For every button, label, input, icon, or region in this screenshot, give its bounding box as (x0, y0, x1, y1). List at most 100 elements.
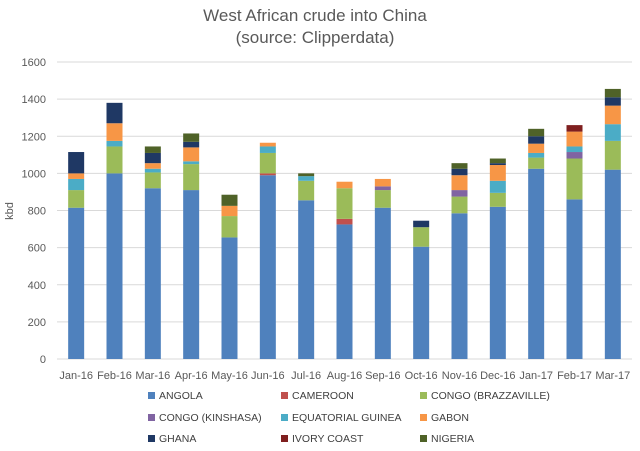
x-tick-label: Mar-17 (595, 370, 630, 382)
bar-segment-congo-brazzaville (336, 188, 353, 219)
bar-stack (336, 181, 353, 359)
bar-segment-cameroon (336, 218, 353, 225)
x-tick-label: Nov-16 (442, 370, 477, 382)
x-tick-label: Feb-17 (557, 370, 592, 382)
bar-segment-angola (144, 188, 161, 359)
chart-title-line-1: West African crude into China (203, 6, 427, 25)
y-tick-label: 0 (40, 354, 46, 366)
legend-label: GHANA (159, 433, 196, 445)
bar-segment-congo-brazzaville (604, 140, 621, 170)
bar-segment-nigeria (144, 146, 161, 153)
bar-segment-congo-brazzaville (566, 158, 583, 200)
x-tick-label: Dec-16 (480, 370, 515, 382)
legend-swatch (281, 435, 288, 442)
bar-segment-equatorial-guinea (144, 168, 161, 173)
bar-segment-nigeria (604, 88, 621, 98)
x-tick-label: Feb-16 (97, 370, 132, 382)
legend-swatch (148, 414, 155, 421)
bar-segment-congo-kinshasa (374, 186, 391, 191)
y-tick-label: 1400 (22, 94, 46, 106)
bar-segment-ghana (413, 220, 430, 228)
bar-segment-nigeria (183, 133, 200, 142)
x-tick-label: Jul-16 (291, 370, 321, 382)
bar-segment-equatorial-guinea (604, 124, 621, 141)
bar-segment-gabon (183, 147, 200, 162)
y-tick-label: 1000 (22, 168, 46, 180)
legend-swatch (148, 392, 155, 399)
bar-segment-nigeria (489, 158, 506, 164)
bar-stack (528, 128, 545, 359)
bar-stack (259, 142, 276, 359)
bar-segment-ghana (451, 168, 468, 176)
bar-segment-gabon (106, 123, 123, 141)
bar-segment-congo-brazzaville (374, 190, 391, 208)
bar-stack (413, 220, 430, 359)
bar-segment-equatorial-guinea (259, 146, 276, 153)
bar-stack (221, 194, 238, 359)
bar-segment-gabon (144, 163, 161, 169)
bars (68, 88, 621, 359)
y-tick-label: 400 (28, 280, 46, 292)
bar-segment-nigeria (298, 173, 315, 177)
bar-segment-nigeria (451, 163, 468, 169)
bar-segment-gabon (566, 131, 583, 147)
y-tick-label: 1600 (22, 57, 46, 69)
bar-segment-angola (451, 213, 468, 359)
legend-label: ANGOLA (159, 390, 203, 402)
bar-stack (604, 88, 621, 359)
legend-swatch (281, 414, 288, 421)
bar-segment-ghana (528, 136, 545, 144)
bar-segment-angola (183, 190, 200, 359)
bar-segment-gabon (336, 181, 353, 189)
bar-segment-angola (298, 200, 315, 359)
bar-stack (106, 102, 123, 359)
bar-segment-nigeria (528, 128, 545, 137)
legend-label: IVORY COAST (292, 433, 364, 445)
x-tick-label: Oct-16 (405, 370, 438, 382)
bar-segment-cameroon (259, 173, 276, 176)
bar-segment-equatorial-guinea (106, 140, 123, 147)
y-axis-label: kbd (4, 202, 16, 220)
bar-segment-angola (566, 199, 583, 359)
bar-stack (68, 152, 85, 359)
bar-stack (489, 158, 506, 359)
x-tick-label: Sep-16 (365, 370, 400, 382)
bar-segment-angola (489, 206, 506, 359)
bar-stack (144, 146, 161, 359)
y-tick-label: 200 (28, 317, 46, 329)
bar-stack (298, 173, 315, 359)
legend-swatch (420, 435, 427, 442)
legend-label: GABON (431, 412, 469, 424)
legend-swatch (420, 414, 427, 421)
x-tick-label: Jan-17 (519, 370, 553, 382)
y-axis-ticks: 0 200 400 600 800 1000 1200 1400 1600 (22, 57, 46, 366)
bar-segment-congo-brazzaville (451, 196, 468, 214)
legend-swatch (281, 392, 288, 399)
bar-segment-congo-brazzaville (183, 164, 200, 191)
x-tick-label: Jun-16 (251, 370, 285, 382)
legend-swatch (148, 435, 155, 442)
bar-segment-congo-brazzaville (106, 146, 123, 174)
x-tick-label: Aug-16 (327, 370, 362, 382)
bar-segment-angola (221, 237, 238, 359)
bar-segment-angola (604, 169, 621, 359)
bar-segment-ghana (604, 97, 621, 106)
legend-label: NIGERIA (431, 433, 474, 445)
bar-segment-angola (336, 224, 353, 359)
bar-segment-congo-brazzaville (144, 172, 161, 189)
bar-segment-nigeria (221, 194, 238, 206)
y-tick-label: 800 (28, 206, 46, 218)
bar-segment-equatorial-guinea (68, 178, 85, 191)
bar-segment-gabon (528, 143, 545, 153)
x-tick-label: Jan-16 (59, 370, 93, 382)
bar-segment-equatorial-guinea (528, 152, 545, 158)
chart-title-line-2: (source: Clipperdata) (236, 28, 395, 47)
bar-segment-congo-brazzaville (259, 152, 276, 174)
bar-segment-gabon (489, 165, 506, 181)
bar-stack (566, 125, 583, 359)
legend-label: CONGO (BRAZZAVILLE) (431, 390, 550, 402)
legend-swatch (420, 392, 427, 399)
bar-segment-congo-brazzaville (221, 216, 238, 238)
bar-stack (451, 163, 468, 359)
